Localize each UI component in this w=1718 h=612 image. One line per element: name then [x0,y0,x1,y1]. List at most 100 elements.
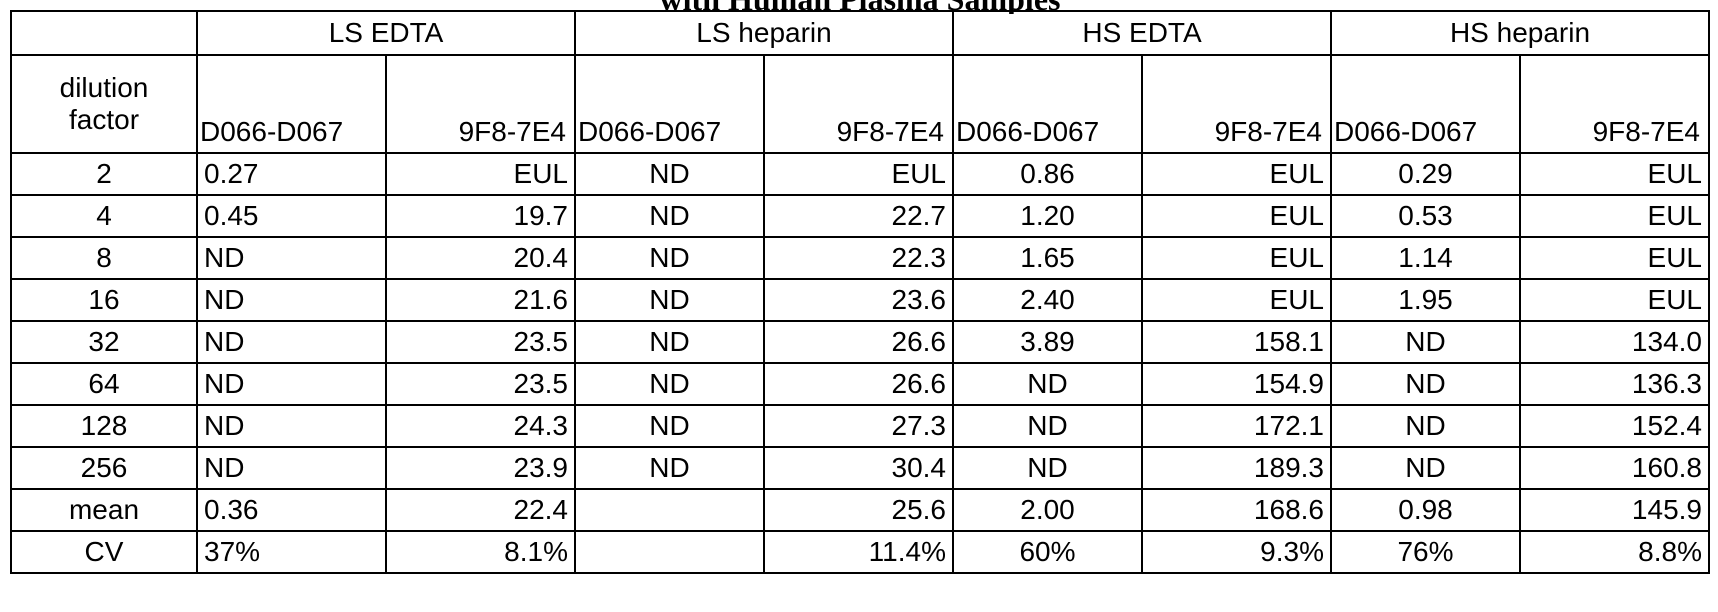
table-cell: 189.3 [1142,447,1331,489]
row-label: 16 [11,279,197,321]
table-cell: 25.6 [764,489,953,531]
group-header-row: LS EDTA LS heparin HS EDTA HS heparin [11,11,1709,55]
table-cell: EUL [1142,279,1331,321]
subheader-d066-d067: D066-D067 [953,55,1142,153]
table-cell: 8.8% [1520,531,1709,573]
table-cell: 136.3 [1520,363,1709,405]
table-row: 256ND23.9ND30.4ND189.3ND160.8 [11,447,1709,489]
table-row: 40.4519.7ND22.71.20EUL0.53EUL [11,195,1709,237]
table-row: 64ND23.5ND26.6ND154.9ND136.3 [11,363,1709,405]
results-table: LS EDTA LS heparin HS EDTA HS heparin di… [10,10,1710,574]
table-cell: EUL [1142,195,1331,237]
table-cell: 30.4 [764,447,953,489]
table-cell: 21.6 [386,279,575,321]
table-cell: ND [1331,321,1520,363]
table-cell: 160.8 [1520,447,1709,489]
table-cell: ND [197,405,386,447]
table-cell: ND [1331,447,1520,489]
table-cell: ND [197,237,386,279]
table-row: 32ND23.5ND26.63.89158.1ND134.0 [11,321,1709,363]
table-cell: ND [575,153,764,195]
table-cell: ND [197,279,386,321]
table-cell: 26.6 [764,321,953,363]
table-cell: ND [197,321,386,363]
table-cell: ND [197,447,386,489]
table-row: mean0.3622.425.62.00168.60.98145.9 [11,489,1709,531]
table-cell: ND [1331,363,1520,405]
table-cell: 158.1 [1142,321,1331,363]
table-cell: 0.36 [197,489,386,531]
table-cell: 145.9 [1520,489,1709,531]
table-cell: ND [953,405,1142,447]
table-cell: 152.4 [1520,405,1709,447]
table-cell: ND [575,195,764,237]
table-cell: ND [953,447,1142,489]
table-cell: EUL [1520,279,1709,321]
table-cell: 23.6 [764,279,953,321]
table-cell: 24.3 [386,405,575,447]
table-cell: 60% [953,531,1142,573]
table-cell: ND [575,321,764,363]
table-cell: 1.95 [1331,279,1520,321]
row-label: mean [11,489,197,531]
group-header-ls-edta: LS EDTA [197,11,575,55]
table-cell [575,531,764,573]
table-cell: 11.4% [764,531,953,573]
row-label: 32 [11,321,197,363]
table-cell: 22.7 [764,195,953,237]
table-cell: ND [575,237,764,279]
table-cell: 23.9 [386,447,575,489]
table-cell: 9.3% [1142,531,1331,573]
table-cell: 37% [197,531,386,573]
table-cell: 2.40 [953,279,1142,321]
subheader-9f8-7e4: 9F8-7E4 [1520,55,1709,153]
table-cell: 76% [1331,531,1520,573]
table-cell: 0.27 [197,153,386,195]
table-cell: 20.4 [386,237,575,279]
table-cell [575,489,764,531]
subheader-9f8-7e4: 9F8-7E4 [764,55,953,153]
subheader-9f8-7e4: 9F8-7E4 [386,55,575,153]
table-cell: 0.98 [1331,489,1520,531]
table-cell: ND [575,363,764,405]
table-cell: ND [575,447,764,489]
dilution-factor-header: dilution factor [11,55,197,153]
row-label: 64 [11,363,197,405]
factor-label: factor [18,104,190,136]
table-cell: EUL [764,153,953,195]
table-cell: ND [197,363,386,405]
table-cell: 3.89 [953,321,1142,363]
table-cell: 1.14 [1331,237,1520,279]
table-cell: 23.5 [386,363,575,405]
table-cell: ND [575,279,764,321]
table-cell: EUL [386,153,575,195]
table-cell: 8.1% [386,531,575,573]
table-cell: 0.45 [197,195,386,237]
row-label: 8 [11,237,197,279]
table-cell: EUL [1142,153,1331,195]
table-cell: 1.65 [953,237,1142,279]
table-cell: EUL [1520,237,1709,279]
table-row: CV37%8.1%11.4%60%9.3%76%8.8% [11,531,1709,573]
table-cell: 1.20 [953,195,1142,237]
table-cell: ND [953,363,1142,405]
row-label: 128 [11,405,197,447]
table-cell: 23.5 [386,321,575,363]
row-label: 256 [11,447,197,489]
table-cell: 0.29 [1331,153,1520,195]
table-cell: 22.4 [386,489,575,531]
table-cell: 27.3 [764,405,953,447]
row-label: 2 [11,153,197,195]
table-cell: 0.53 [1331,195,1520,237]
group-header-hs-heparin: HS heparin [1331,11,1709,55]
table-cell: 22.3 [764,237,953,279]
subheader-9f8-7e4: 9F8-7E4 [1142,55,1331,153]
subheader-d066-d067: D066-D067 [575,55,764,153]
table-row: 16ND21.6ND23.62.40EUL1.95EUL [11,279,1709,321]
table-cell: 134.0 [1520,321,1709,363]
table-cell: 0.86 [953,153,1142,195]
table-row: 128ND24.3ND27.3ND172.1ND152.4 [11,405,1709,447]
table-cell: EUL [1520,153,1709,195]
table-cell: 19.7 [386,195,575,237]
corner-cell [11,11,197,55]
